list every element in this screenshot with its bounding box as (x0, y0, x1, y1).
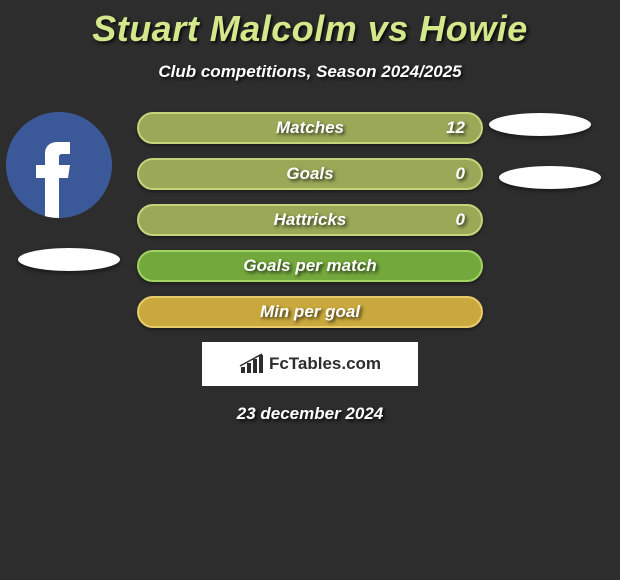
bar-label: Matches (276, 118, 344, 138)
brand-text: FcTables.com (269, 354, 381, 374)
shadow-ellipse-right-2 (499, 166, 601, 189)
bars-chart-icon (239, 353, 265, 375)
bar-matches: Matches 12 (137, 112, 483, 144)
bar-min-per-goal: Min per goal (137, 296, 483, 328)
shadow-ellipse-right-1 (489, 113, 591, 136)
shadow-ellipse-left (18, 248, 120, 271)
date-text: 23 december 2024 (0, 404, 620, 424)
bar-goals: Goals 0 (137, 158, 483, 190)
page-title: Stuart Malcolm vs Howie (0, 0, 620, 50)
bar-label: Min per goal (260, 302, 360, 322)
brand-badge[interactable]: FcTables.com (202, 342, 418, 386)
bar-value: 12 (446, 118, 465, 138)
page-subtitle: Club competitions, Season 2024/2025 (0, 62, 620, 82)
stat-bars: Matches 12 Goals 0 Hattricks 0 Goals per… (137, 112, 483, 328)
content-area: Matches 12 Goals 0 Hattricks 0 Goals per… (0, 112, 620, 424)
bar-label: Hattricks (274, 210, 347, 230)
player-avatar-left (6, 112, 112, 218)
bar-label: Goals per match (243, 256, 376, 276)
bar-label: Goals (286, 164, 333, 184)
bar-goals-per-match: Goals per match (137, 250, 483, 282)
bar-hattricks: Hattricks 0 (137, 204, 483, 236)
bar-value: 0 (456, 164, 465, 184)
facebook-icon (6, 112, 112, 218)
bar-value: 0 (456, 210, 465, 230)
